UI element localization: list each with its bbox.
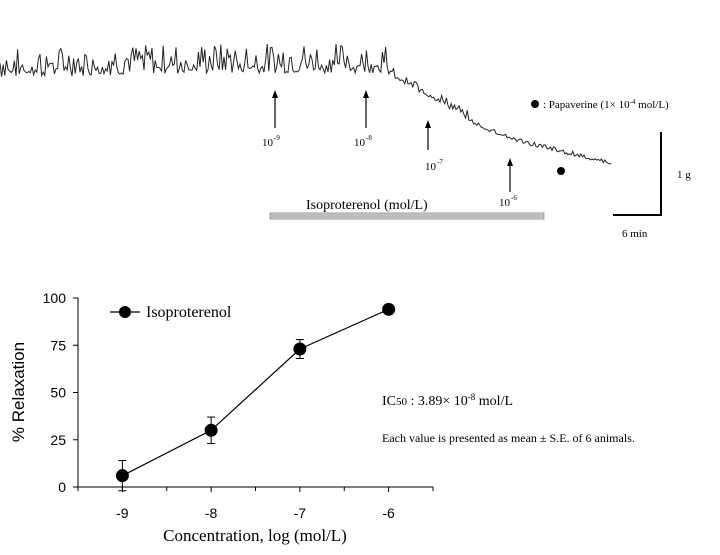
papaverine-dot bbox=[557, 167, 565, 175]
series-isoproterenol bbox=[115, 302, 396, 492]
x-tick-label: -7 bbox=[294, 505, 307, 521]
data-point bbox=[382, 302, 396, 316]
ic50-sub: 50 bbox=[396, 396, 408, 408]
drug-application-bar bbox=[269, 212, 545, 220]
x-tick-label: -9 bbox=[116, 505, 129, 521]
y-tick-label: 0 bbox=[58, 479, 66, 495]
y-axis-label: % Relaxation bbox=[9, 342, 28, 442]
scale-label-horizontal: 6 min bbox=[622, 228, 648, 240]
x-tick-label: -6 bbox=[382, 505, 395, 521]
ic50-exp: -8 bbox=[468, 392, 476, 402]
ic50-unit: mol/L bbox=[475, 394, 513, 409]
dose-marker-3: 10 -7 bbox=[425, 120, 443, 173]
dose-label-3-base: 10 bbox=[425, 161, 437, 173]
data-point bbox=[293, 342, 307, 356]
x-axis-label: Concentration, log (mol/L) bbox=[163, 526, 347, 545]
ic50-annotation: IC50 : 3.89× 10-8 mol/L bbox=[382, 392, 513, 409]
dose-label-2-base: 10 bbox=[354, 137, 366, 149]
ic50-prefix: IC bbox=[382, 394, 396, 409]
tension-trace-panel: 10 -9 10 -8 10 -7 10 -6 : Papaverine (1×… bbox=[0, 43, 691, 240]
y-tick-label: 50 bbox=[50, 385, 66, 401]
y-tick-label: 75 bbox=[50, 337, 66, 353]
series-line bbox=[122, 308, 389, 477]
legend-label: Isoproterenol bbox=[146, 304, 232, 321]
dose-label-1-exp: -9 bbox=[274, 134, 280, 142]
papaverine-base: 10 bbox=[616, 99, 630, 111]
data-point bbox=[204, 423, 218, 437]
chart-legend: Isoproterenol bbox=[110, 304, 232, 321]
dose-label-1-base: 10 bbox=[262, 137, 274, 149]
scale-label-vertical: 1 g bbox=[677, 169, 691, 181]
y-tick-label: 25 bbox=[50, 432, 66, 448]
dose-label-2-exp: -8 bbox=[366, 134, 372, 142]
x-axis-ticks: -9 -8 -7 -6 bbox=[77, 487, 434, 521]
papaverine-exp: -4 bbox=[630, 98, 636, 106]
tension-trace-line bbox=[0, 43, 612, 165]
dose-marker-1: 10 -9 bbox=[262, 90, 280, 149]
y-tick-label: 100 bbox=[43, 290, 67, 306]
ic50-times: × bbox=[442, 394, 450, 409]
papaverine-legend-text: : Papaverine (1× 10-4 mol/L) bbox=[543, 98, 669, 111]
papaverine-times: × bbox=[610, 99, 616, 111]
x-tick-label: -8 bbox=[205, 505, 218, 521]
dose-label-3-exp: -7 bbox=[437, 158, 443, 166]
dose-label-4-exp: -6 bbox=[511, 194, 517, 202]
drug-bar-label: Isoproterenol (mol/L) bbox=[306, 198, 428, 213]
legend-marker bbox=[119, 306, 131, 318]
papaverine-label: : Papaverine (1 bbox=[543, 99, 610, 111]
papaverine-unit: mol/L) bbox=[635, 99, 669, 111]
papaverine-legend-dot bbox=[531, 100, 539, 108]
y-axis-ticks: 0 25 50 75 100 bbox=[43, 290, 78, 495]
ic50-base: 10 bbox=[450, 394, 468, 409]
dose-response-chart: 0 25 50 75 100 -9 -8 -7 -6 % Relaxation Concent… bbox=[9, 290, 635, 545]
dose-marker-4: 10 -6 bbox=[499, 158, 517, 209]
ic50-value: : 3.89 bbox=[407, 394, 442, 409]
footnote-text: Each value is presented as mean ± S.E. o… bbox=[382, 431, 635, 445]
dose-label-4-base: 10 bbox=[499, 197, 511, 209]
dose-marker-2: 10 -8 bbox=[354, 90, 372, 149]
data-point bbox=[115, 469, 129, 483]
